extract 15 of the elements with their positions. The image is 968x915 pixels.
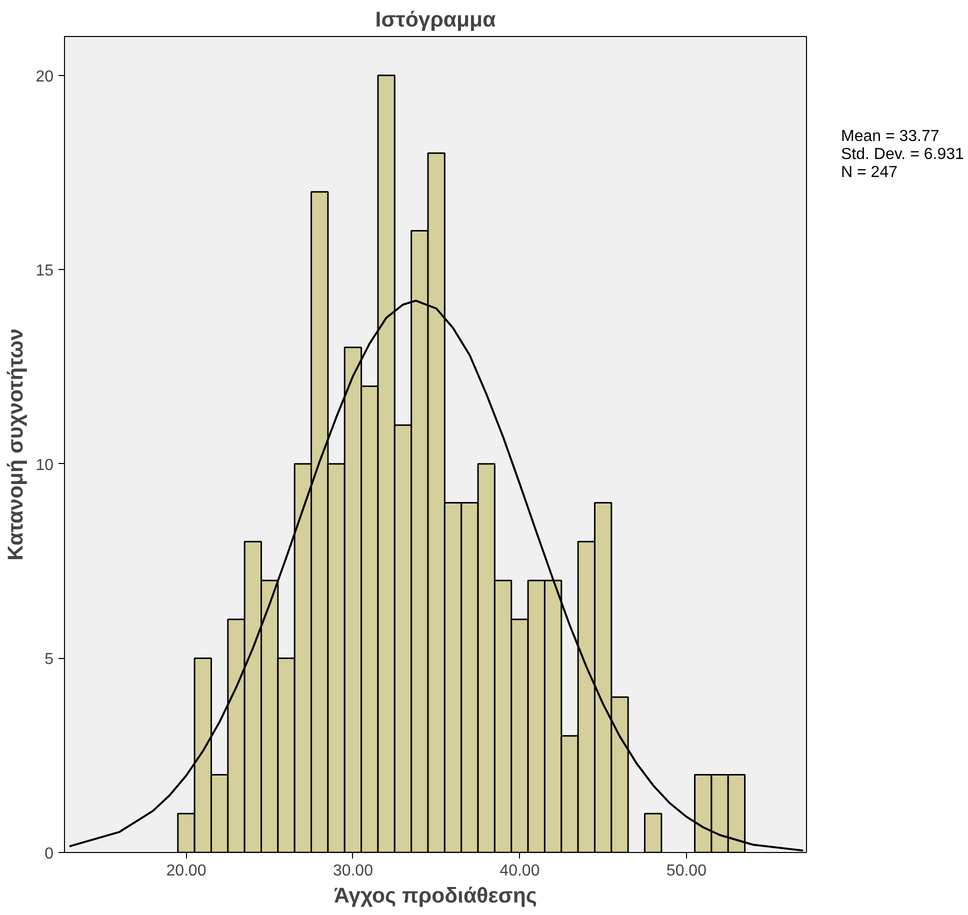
y-tick-label: 5 — [44, 651, 54, 668]
y-tick-label: 0 — [44, 846, 54, 862]
x-axis-title: Άγχος προδιάθεσης — [334, 884, 537, 908]
x-tick-label: 40.00 — [500, 862, 540, 880]
x-tick-label: 30.00 — [332, 862, 374, 880]
y-axis-title: Κατανομή συχνοτήτων — [4, 328, 28, 560]
text: N = 247 — [841, 164, 898, 182]
x-tick-label: 50.00 — [666, 862, 707, 880]
text: Mean = 33.77 — [841, 128, 940, 146]
text: Std. Dev. = 6.931 — [841, 146, 964, 164]
y-tick-label: 15 — [36, 262, 54, 280]
y-tick-label: 10 — [36, 456, 54, 474]
chart-title: Ιστόγραμμα — [375, 8, 496, 32]
x-tick-label: 20.00 — [166, 862, 206, 880]
y-tick-label: 20 — [36, 68, 54, 86]
